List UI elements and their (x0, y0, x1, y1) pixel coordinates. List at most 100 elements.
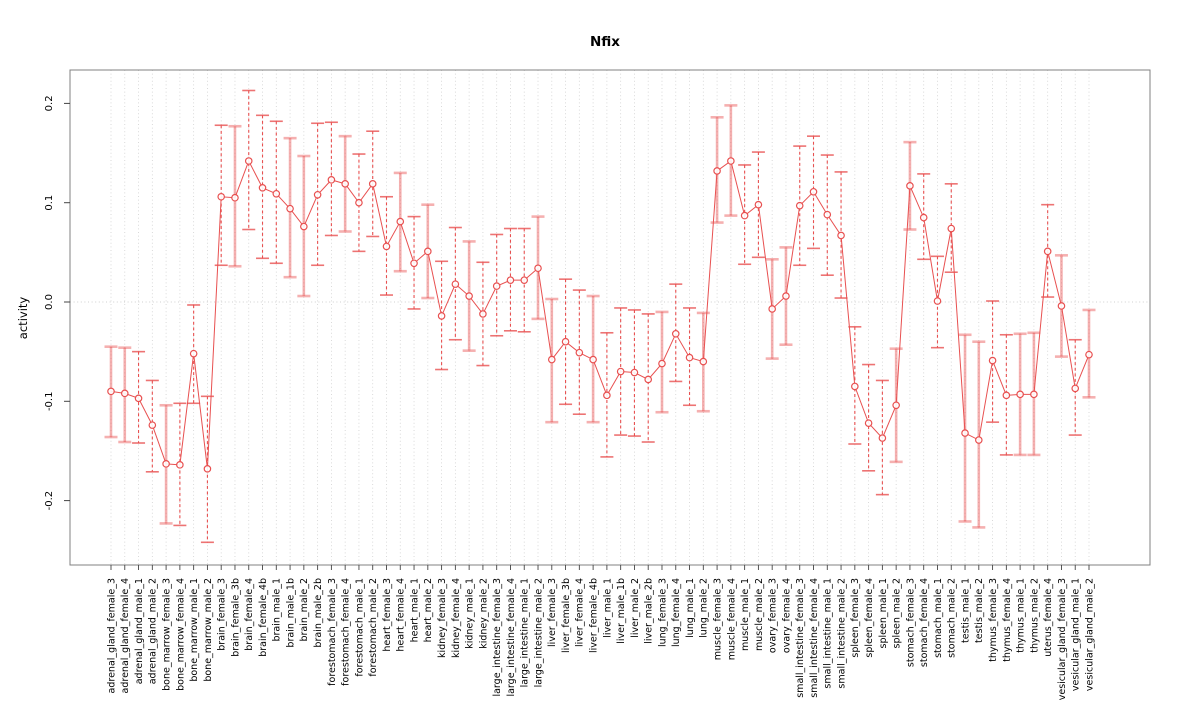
x-category-label: brain_male_2b (313, 578, 324, 648)
data-point (685, 353, 694, 362)
data-point (603, 391, 611, 400)
data-point (244, 157, 253, 165)
data-point (107, 387, 115, 396)
data-point (492, 282, 501, 290)
x-category-label: adrenal_gland_male_2 (148, 578, 159, 684)
x-category-label: spleen_male_1 (878, 578, 889, 648)
data-point (120, 389, 129, 398)
x-category-label: kidney_male_1 (465, 578, 476, 649)
x-category-label: lung_male_2 (699, 578, 710, 638)
data-point (575, 348, 584, 357)
x-category-label: ovary_female_3 (768, 578, 779, 653)
x-category-label: liver_male_2b (644, 578, 655, 644)
x-category-label: forestomach_male_2 (368, 578, 379, 677)
data-point (176, 461, 184, 469)
data-point (809, 187, 818, 196)
data-point (878, 434, 887, 442)
x-category-label: kidney_female_4 (451, 578, 462, 658)
data-point (203, 465, 212, 473)
y-tick-label: 0.2 (44, 95, 55, 111)
x-category-label: brain_male_1 (272, 578, 283, 642)
x-category-label: forestomach_male_1 (354, 578, 365, 677)
data-point (892, 401, 900, 410)
x-category-label: small_intestine_male_1 (823, 578, 834, 689)
x-category-label: spleen_female_3 (850, 578, 861, 658)
x-category-label: heart_female_3 (382, 578, 393, 652)
y-tick-label: -0.1 (44, 392, 55, 412)
chart-title: Nfix (590, 34, 620, 50)
x-category-label: heart_male_1 (409, 578, 420, 642)
data-point (1071, 384, 1080, 393)
data-point (1016, 390, 1024, 399)
data-point (1085, 350, 1093, 359)
data-point (851, 382, 859, 391)
x-category-label: liver_female_4b (589, 578, 600, 653)
error-bars (104, 89, 1096, 544)
data-point (272, 189, 281, 198)
data-point (479, 310, 487, 318)
data-point (327, 176, 336, 184)
data-point (561, 337, 570, 346)
x-category-label: testis_male_1 (960, 578, 971, 643)
data-point (355, 198, 363, 207)
x-category-label: brain_male_2 (299, 578, 310, 642)
data-point (217, 192, 225, 201)
x-category-label: lung_male_1 (685, 578, 696, 638)
data-point (506, 276, 515, 284)
x-category-label: thymus_male_2 (1029, 578, 1040, 653)
data-point (258, 184, 267, 192)
data-point (658, 359, 666, 368)
x-category-label: brain_female_3 (217, 578, 228, 651)
x-category-label: brain_female_3b (230, 578, 241, 657)
x-category-label: bone_marrow_male_1 (189, 578, 200, 682)
data-point (162, 460, 170, 468)
data-point (823, 210, 832, 219)
data-point (437, 312, 446, 320)
data-point (396, 217, 405, 226)
x-category-label: liver_female_3 (547, 578, 558, 647)
x-category-label: liver_female_3b (561, 578, 572, 653)
y-tick-label: 0.0 (44, 294, 55, 310)
data-point (699, 357, 708, 366)
x-category-label: thymus_male_1 (1016, 578, 1027, 653)
data-point (947, 224, 956, 233)
data-point (919, 213, 928, 222)
trend-line (110, 159, 1090, 469)
data-point (589, 355, 597, 364)
data-point (189, 349, 198, 358)
data-point (341, 180, 349, 188)
trend-line-group (110, 159, 1090, 469)
x-category-label: brain_male_1b (285, 578, 296, 648)
data-point (300, 222, 308, 231)
data-point (424, 247, 432, 256)
data-point (616, 367, 625, 376)
x-category-label: testis_male_2 (974, 578, 985, 643)
x-category-label: vesicular_gland_male_2 (1084, 578, 1095, 691)
x-category-label: uterus_female_4 (1043, 578, 1054, 657)
data-point (754, 200, 763, 209)
data-point (671, 329, 680, 338)
data-point (961, 429, 969, 437)
x-category-label: ovary_female_4 (781, 578, 792, 653)
category-gridlines (110, 70, 1090, 565)
x-category-label: muscle_female_4 (726, 578, 737, 660)
y-axis-title: activity (16, 297, 30, 340)
x-category-label: heart_female_4 (396, 578, 407, 652)
data-point (231, 193, 239, 202)
x-category-label: forestomach_female_3 (327, 578, 338, 686)
data-point (148, 421, 157, 429)
x-category-label: muscle_male_1 (740, 578, 751, 651)
x-category-label: brain_female_4b (258, 578, 269, 657)
y-tick-label: 0.1 (44, 195, 55, 211)
data-points (107, 157, 1093, 473)
data-point (313, 190, 322, 199)
x-category-label: large_intestine_male_2 (533, 578, 544, 687)
data-point (782, 292, 790, 300)
data-point (410, 259, 418, 268)
y-tick-label: -0.2 (44, 491, 55, 511)
data-point (547, 355, 556, 364)
frame-group (69, 69, 1151, 566)
x-category-label: stomach_male_2 (947, 578, 958, 658)
data-point (988, 356, 997, 365)
